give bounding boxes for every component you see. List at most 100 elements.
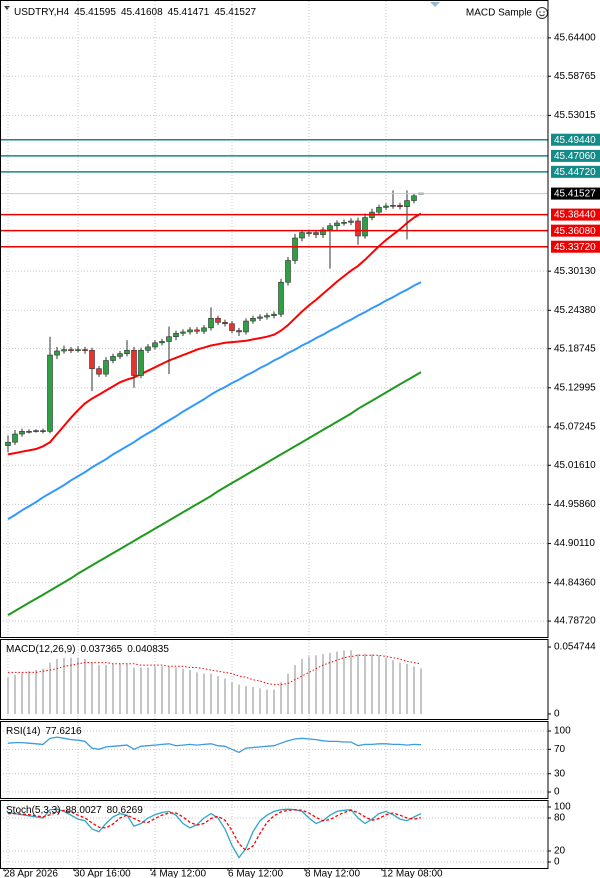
header-value: 80.6269 [107,805,144,816]
panel-title: Stoch(5,3,3) [6,805,60,816]
macd-bar [378,655,380,714]
macd-bar [350,650,352,714]
panel-header: RSI(14) 77.6216 [6,726,82,737]
candle-body [306,232,312,234]
level-label-box [551,133,600,146]
macd-bar [238,684,240,714]
moving-average [7,281,422,520]
macd-bar [161,666,163,714]
macd-bar [91,662,93,714]
y-tick-label: 45.12995 [554,382,596,393]
candle-body [138,350,144,376]
macd-bar [252,687,254,714]
y-tick-label: 45.18745 [554,343,596,354]
level-label: 45.38440 [554,210,596,221]
y-tick-label: 100 [554,726,571,737]
y-tick-label: 45.58765 [554,71,596,82]
x-tick-label: 4 May 12:00 [151,869,206,878]
panel-title: MACD(12,26,9) [6,644,75,655]
candle-body [33,430,39,432]
macd-bar [182,668,184,714]
candle-body [131,350,137,376]
macd-bar [77,657,79,714]
macd-bar [168,666,170,714]
macd-bar [336,651,338,714]
macd-bar [266,689,268,714]
y-tick-label: 80 [554,813,566,824]
macd-bar [371,654,373,714]
candle-body [5,441,11,446]
x-tick-label: 30 Apr 16:00 [74,869,131,878]
candle-body [334,222,340,227]
candle-body [299,232,305,239]
macd-bar [42,668,44,714]
panel-header: Stoch(5,3,3) 88.0027 80.6269 [6,805,143,816]
candle-body [327,225,333,231]
last-price-label: 45.41527 [554,189,596,200]
candle-body [229,323,235,331]
level-label-box [551,240,600,253]
candle-body [250,318,256,322]
level-label: 45.36080 [554,226,596,237]
candle-body [180,331,186,334]
trade-panel-toggle[interactable] [430,2,440,7]
candle-body [348,220,354,223]
level-label: 45.44720 [554,167,596,178]
level-label: 45.49440 [554,135,596,146]
candle-body [47,354,53,432]
candle-body [341,222,347,224]
macd-bar [413,666,415,714]
macd-bar [119,663,121,714]
candle-body [173,332,179,337]
macd-bar [385,657,387,714]
candle-body [264,315,270,318]
candle-body [215,318,221,323]
header-value: 45.41595 [74,7,116,18]
macd-bar [259,688,261,714]
indicator-line [8,809,422,852]
panel-frame [0,0,549,638]
candle-body [397,205,403,207]
macd-bar [287,673,289,714]
panel-frame [0,639,549,720]
level-label-box [551,224,600,237]
candle-body [355,220,361,237]
candle-body [285,260,291,283]
macd-bar [294,665,296,714]
header-value: 0.037365 [80,644,122,655]
y-tick-label: 44.90110 [554,538,595,549]
panel-header: USDTRY,H4 45.41595 45.41608 45.41471 45.4152… [14,7,257,18]
candle-body [292,237,298,261]
panel-title: RSI(14) [6,726,40,737]
y-tick-label: 45.01610 [554,460,596,471]
expert-icon-mouth [539,14,545,17]
candle-body [404,200,410,207]
header-value: 45.41527 [214,7,256,18]
candle-body [145,346,151,351]
macd-bar [280,682,282,714]
candle-body [89,350,95,369]
candle-body [411,195,417,201]
header-value: 77.6216 [45,726,82,737]
macd-bar [56,658,58,714]
y-tick-label: 0 [554,857,560,868]
y-tick-label: 0 [554,787,560,798]
macd-bar [343,650,345,714]
expert-icon-eye [539,11,541,13]
x-tick-label: 6 May 12:00 [228,869,283,878]
x-tick-label: 12 May 08:00 [382,869,443,878]
macd-bar [196,672,198,714]
header-value: 0.040835 [127,644,169,655]
candle-body [166,336,172,342]
level-label: 45.47060 [554,151,596,162]
last-price-box [551,187,600,200]
macd-bar [140,667,142,714]
macd-bar [28,671,30,714]
candle-body [390,205,396,207]
candle-body [68,349,74,351]
macd-bar [105,665,107,714]
macd-bar [14,674,16,714]
macd-bar [392,660,394,714]
candle-body [194,329,200,332]
macd-bar [154,666,156,714]
